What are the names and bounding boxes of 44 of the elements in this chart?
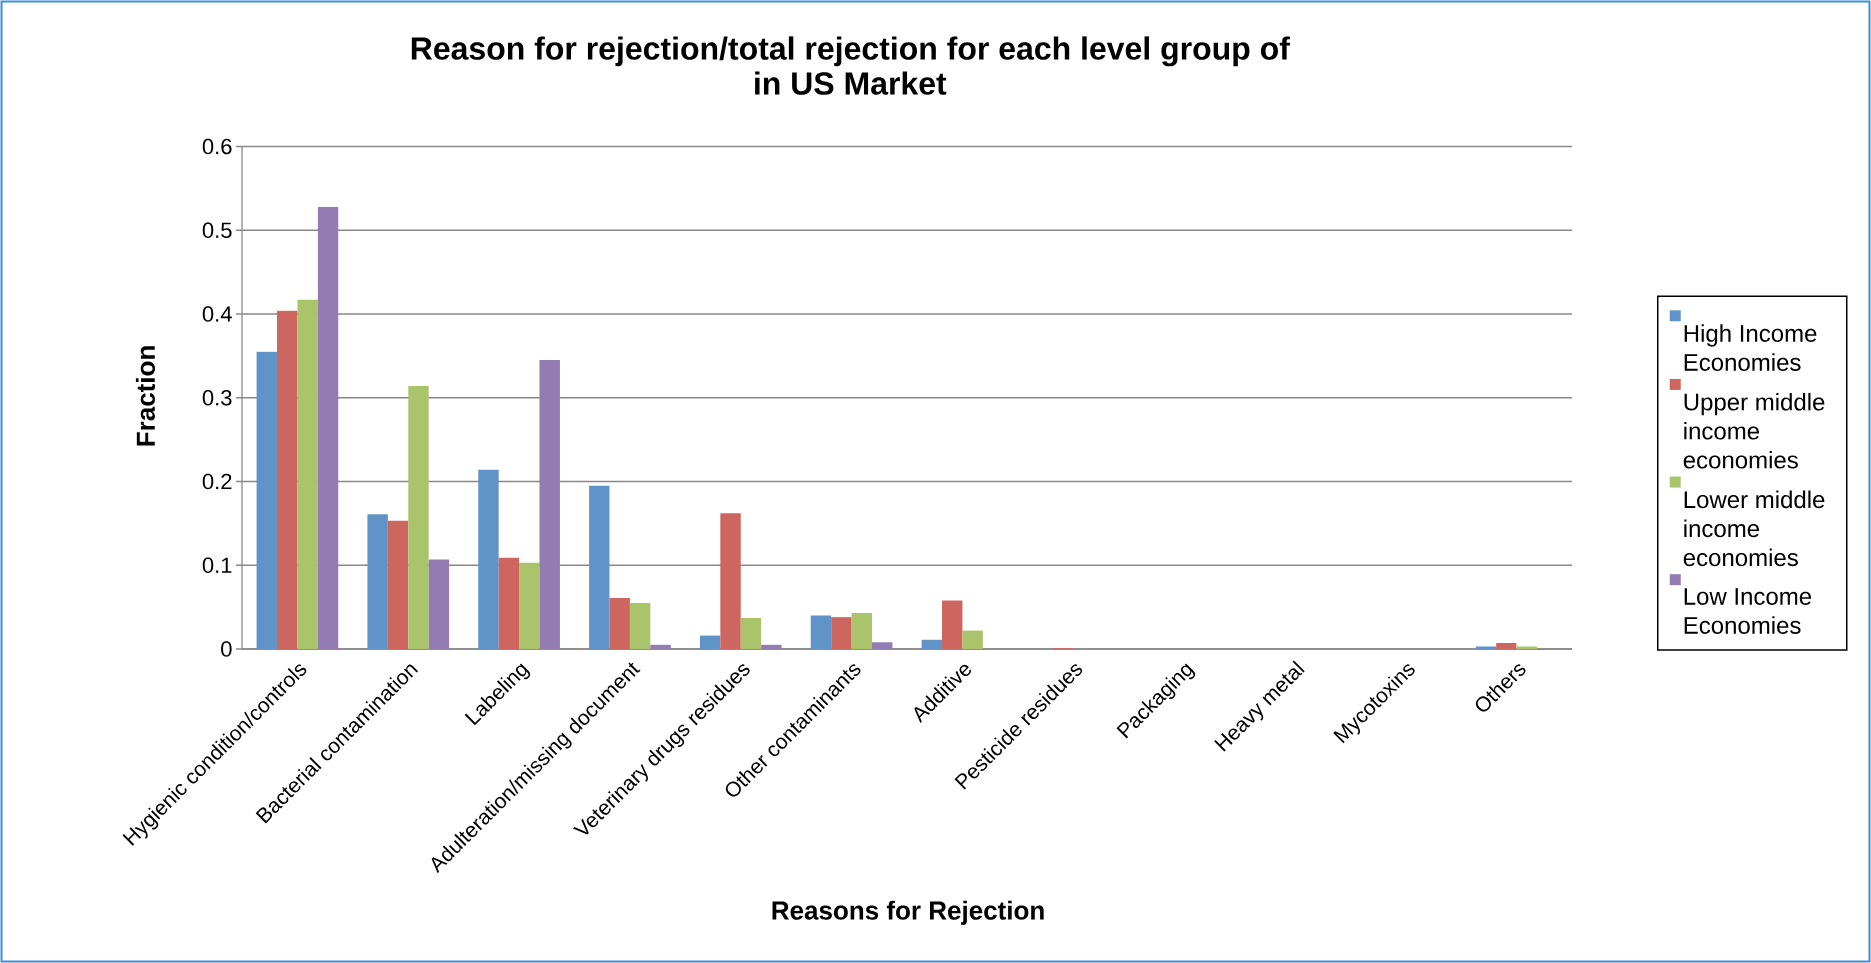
legend-label: High Income Economies (1684, 324, 1817, 371)
bar (720, 513, 741, 649)
bar (317, 206, 339, 649)
bar (962, 630, 983, 649)
bar (1516, 646, 1537, 649)
bar (478, 469, 499, 649)
bar (367, 514, 388, 649)
bar (408, 386, 429, 649)
y-tick-label: 0.6 (202, 138, 232, 155)
bar (699, 635, 721, 649)
y-axis-title: Fraction (135, 346, 155, 446)
bar (831, 617, 852, 649)
y-tick-label: 0.4 (202, 306, 232, 322)
bar (761, 644, 782, 649)
bar (256, 351, 277, 649)
bar (519, 562, 540, 649)
bar (942, 600, 963, 649)
y-tick-label: 0.3 (202, 389, 232, 406)
bar (277, 310, 298, 649)
bar (428, 559, 450, 649)
bar (872, 642, 893, 649)
legend-label: Low Income Economies (1684, 588, 1812, 634)
bar (921, 639, 942, 649)
bar (1496, 643, 1517, 649)
bar (609, 597, 630, 649)
chart-title: Reason for rejection/total rejection for each level group of in US Market (411, 36, 1290, 95)
legend-label: Lower middle income economies (1683, 490, 1825, 567)
bar (1475, 646, 1497, 649)
y-tick-label: 0 (221, 641, 232, 657)
bar (539, 360, 560, 649)
bar (629, 602, 651, 649)
y-tick-label: 0.1 (202, 557, 232, 574)
legend-label: Upper middle income economies (1683, 392, 1825, 469)
bar (498, 557, 520, 649)
bar (387, 520, 409, 649)
y-tick-label: 0.2 (202, 473, 232, 490)
bar (810, 615, 832, 649)
y-tick-label: 0.5 (202, 222, 232, 239)
bar (650, 644, 671, 649)
bar (589, 485, 610, 649)
bar (851, 612, 873, 649)
bar (297, 299, 318, 649)
x-axis-title: Reasons for Rejection (772, 900, 1044, 925)
bar (740, 618, 762, 649)
